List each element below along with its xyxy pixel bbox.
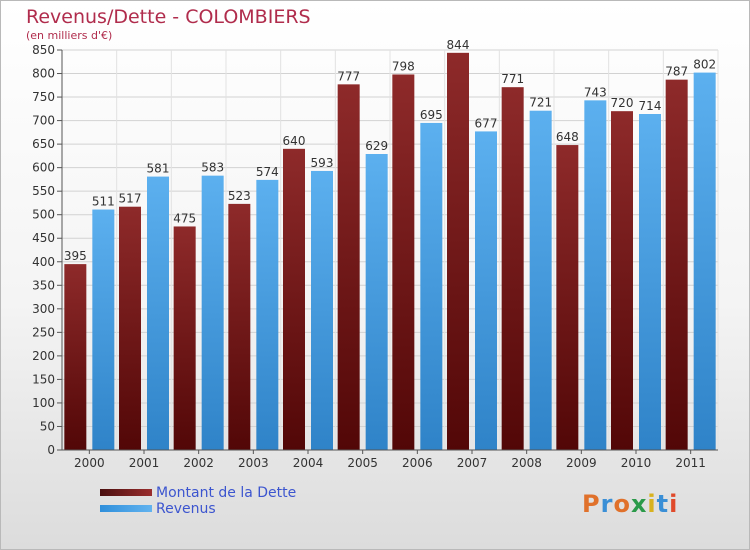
data-label: 523 xyxy=(228,189,251,203)
y-tick-label: 700 xyxy=(32,114,55,128)
legend-swatch-revenus xyxy=(100,505,152,512)
data-label: 629 xyxy=(365,139,388,153)
data-label: 787 xyxy=(665,65,688,79)
bar-revenus xyxy=(256,179,279,450)
bar-revenus xyxy=(693,72,716,451)
y-tick-label: 350 xyxy=(32,278,55,292)
legend-label-revenus: Revenus xyxy=(156,501,216,517)
bar-revenus xyxy=(365,154,388,450)
data-label: 844 xyxy=(447,38,470,52)
y-tick-label: 50 xyxy=(40,419,55,433)
data-label: 743 xyxy=(584,85,607,99)
data-label: 648 xyxy=(556,130,579,144)
x-tick-label: 2007 xyxy=(457,456,488,470)
data-label: 720 xyxy=(611,96,634,110)
y-tick-label: 400 xyxy=(32,255,55,269)
x-tick-label: 2008 xyxy=(511,456,542,470)
bar-dette xyxy=(501,87,524,451)
logo-letter: x xyxy=(630,490,648,518)
y-tick-label: 200 xyxy=(32,349,55,363)
logo-letter: i xyxy=(669,490,679,518)
bar-dette xyxy=(228,203,251,450)
y-tick-label: 100 xyxy=(32,396,55,410)
y-tick-label: 150 xyxy=(32,372,55,386)
chart-subtitle: (en milliers d'€) xyxy=(26,29,113,42)
logo-letter: i xyxy=(647,490,657,518)
y-tick-label: 550 xyxy=(32,184,55,198)
y-tick-label: 800 xyxy=(32,67,55,81)
y-tick-label: 850 xyxy=(32,43,55,57)
data-label: 721 xyxy=(529,96,552,110)
data-label: 802 xyxy=(693,58,716,72)
data-label: 583 xyxy=(201,161,224,175)
data-label: 475 xyxy=(173,211,196,225)
data-label: 714 xyxy=(639,99,662,113)
bar-dette xyxy=(392,74,415,451)
bar-dette xyxy=(556,145,579,450)
x-tick-label: 2011 xyxy=(675,456,706,470)
bar-revenus xyxy=(147,176,169,450)
data-label: 395 xyxy=(64,249,87,263)
bar-dette xyxy=(119,206,141,450)
x-tick-label: 2000 xyxy=(74,456,105,470)
data-label: 695 xyxy=(420,108,443,122)
bar-dette xyxy=(447,52,469,451)
bar-revenus xyxy=(311,170,333,451)
data-label: 511 xyxy=(92,195,115,209)
x-tick-label: 2010 xyxy=(621,456,652,470)
bar-dette xyxy=(283,148,305,450)
y-tick-label: 250 xyxy=(32,325,55,339)
logo-letter: o xyxy=(613,490,631,518)
y-tick-label: 500 xyxy=(32,208,55,222)
bar-revenus xyxy=(475,131,497,451)
legend-swatch-dette xyxy=(100,489,152,496)
logo-letter: t xyxy=(656,490,670,518)
bar-dette xyxy=(337,84,360,451)
y-tick-label: 600 xyxy=(32,161,55,175)
bar-revenus xyxy=(639,114,661,450)
bar-revenus xyxy=(584,100,607,451)
x-tick-label: 2004 xyxy=(293,456,324,470)
y-tick-label: 0 xyxy=(47,443,55,457)
data-label: 777 xyxy=(337,69,360,83)
bar-dette xyxy=(665,79,688,450)
chart-title: Revenus/Dette - COLOMBIERS xyxy=(26,6,311,28)
bar-dette xyxy=(611,111,633,451)
y-tick-label: 750 xyxy=(32,90,55,104)
data-label: 677 xyxy=(475,116,498,130)
x-tick-label: 2003 xyxy=(238,456,269,470)
data-label: 771 xyxy=(501,72,524,86)
y-tick-label: 650 xyxy=(32,137,55,151)
data-label: 640 xyxy=(283,134,306,148)
bar-dette xyxy=(173,226,196,450)
x-tick-label: 2005 xyxy=(347,456,378,470)
bar-revenus xyxy=(420,122,443,451)
data-label: 593 xyxy=(311,156,334,170)
data-label: 574 xyxy=(256,165,279,179)
x-tick-label: 2009 xyxy=(566,456,597,470)
bar-revenus xyxy=(201,175,224,450)
x-tick-label: 2006 xyxy=(402,456,433,470)
proxiti-logo: Proxiti xyxy=(582,490,678,518)
data-label: 798 xyxy=(392,59,415,73)
data-label: 517 xyxy=(119,192,142,206)
logo-letter: r xyxy=(600,490,614,518)
legend-label-dette: Montant de la Dette xyxy=(156,485,297,501)
logo-letter: P xyxy=(582,490,601,518)
data-label: 581 xyxy=(147,162,170,176)
bar-revenus xyxy=(529,110,552,451)
x-tick-label: 2001 xyxy=(129,456,160,470)
y-tick-label: 300 xyxy=(32,302,55,316)
bar-revenus xyxy=(92,209,115,450)
x-tick-label: 2002 xyxy=(183,456,214,470)
bar-dette xyxy=(64,264,87,450)
y-tick-label: 450 xyxy=(32,231,55,245)
